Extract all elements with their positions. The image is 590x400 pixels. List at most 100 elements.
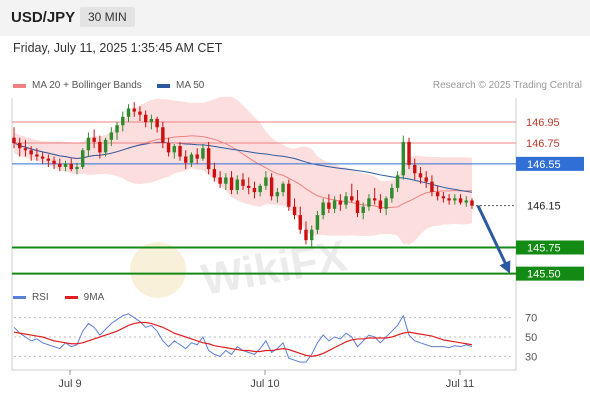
candle-body <box>235 179 239 190</box>
candle-body <box>453 198 457 201</box>
level-tag-support <box>516 266 584 281</box>
candle-body <box>161 127 165 143</box>
candle-body <box>287 183 291 207</box>
candle-body <box>413 164 417 174</box>
candle-body <box>23 148 28 151</box>
legend-rsi-swatch <box>13 296 26 299</box>
candle-body <box>109 132 114 140</box>
level-tag-pivot <box>516 156 584 171</box>
candle-body <box>189 154 194 163</box>
candle-body <box>58 163 62 167</box>
legend-ma20-label: MA 20 + Bollinger Bands <box>32 80 142 91</box>
research-credit: Research © 2025 Trading Central <box>432 80 582 91</box>
candle-body <box>166 142 171 153</box>
symbol-title: USD/JPY <box>11 9 76 26</box>
candle-body <box>132 108 136 112</box>
candle-body <box>361 206 365 213</box>
candle-body <box>18 142 22 149</box>
candle-body <box>292 206 297 216</box>
legend-ma20: MA 20 + Bollinger Bands <box>13 80 142 91</box>
x-axis-label: Jul 9 <box>58 378 81 390</box>
candle-body <box>332 200 337 209</box>
candle-body <box>384 198 388 209</box>
top-bar: USD/JPY 30 MIN <box>0 0 590 36</box>
candle-body <box>143 114 148 123</box>
level-tag-support <box>516 240 584 255</box>
candle-body <box>430 181 434 193</box>
watermark-text: WikiFX <box>198 231 351 305</box>
legend-ma9-swatch <box>64 296 78 299</box>
candle-body <box>258 185 262 193</box>
rsi-tick-label: 70 <box>525 313 537 325</box>
candle-body <box>86 137 91 151</box>
candle-body <box>218 177 222 184</box>
candle-body <box>372 198 377 201</box>
candle-body <box>281 183 285 193</box>
legend-ma9-label: 9MA <box>83 292 105 303</box>
candle-body <box>327 202 331 209</box>
candle-body <box>201 148 205 159</box>
candle-body <box>315 215 320 230</box>
level-label-pivot: 146.55 <box>527 159 561 171</box>
rsi-tick-label: 50 <box>525 332 537 344</box>
candle-body <box>138 111 142 115</box>
candle-body <box>458 198 463 203</box>
candle-body <box>464 200 468 203</box>
candle-body <box>241 179 245 186</box>
candle-body <box>172 146 177 153</box>
level-label-resistance: 146.75 <box>526 138 560 150</box>
candle-body <box>40 156 45 159</box>
candle-body <box>206 148 211 170</box>
candle-body <box>355 200 360 213</box>
candle-body <box>92 137 96 142</box>
candle-body <box>418 173 423 178</box>
candle-body <box>252 187 257 193</box>
candle-body <box>264 177 268 186</box>
candle-body <box>424 177 428 182</box>
candle-body <box>229 177 234 190</box>
last-price-label-bg <box>517 198 583 213</box>
candle-body <box>195 154 199 159</box>
candle-body <box>390 187 394 199</box>
legend-ma20-swatch <box>13 83 26 88</box>
x-axis-label: Jul 11 <box>446 378 475 390</box>
candle-body <box>52 160 56 164</box>
candle-body <box>121 116 125 126</box>
rsi-ma9-line <box>13 321 473 357</box>
legend-ma50-label: MA 50 <box>176 80 205 91</box>
candle-body <box>344 196 348 205</box>
candle-body <box>367 198 371 207</box>
rsi-line <box>13 313 473 363</box>
candle-body <box>149 118 154 123</box>
forecast-arrow-line <box>476 205 508 266</box>
candle-body <box>350 196 354 201</box>
legend-ma50-swatch <box>157 83 170 88</box>
rsi-tick-label: 30 <box>525 351 537 363</box>
candle-body <box>401 141 406 176</box>
x-axis-label: Jul 10 <box>250 378 279 390</box>
candle-body <box>126 108 131 117</box>
candle-body <box>304 229 308 241</box>
candle-body <box>470 200 474 206</box>
timeframe-button[interactable]: 30 MIN <box>80 7 135 27</box>
candle-body <box>407 141 411 165</box>
forecast-arrow-head <box>499 260 511 274</box>
candle-body <box>378 200 383 209</box>
candle-body <box>80 150 85 167</box>
candle-body <box>224 177 228 184</box>
candle-body <box>29 150 33 155</box>
candle-body <box>69 163 73 170</box>
candle-body <box>298 215 302 230</box>
level-label-support: 145.75 <box>527 243 561 255</box>
candle-body <box>75 167 79 170</box>
last-price-label: 146.15 <box>527 201 561 213</box>
candle-body <box>321 202 325 216</box>
candle-body <box>435 192 440 197</box>
candle-body <box>447 198 451 201</box>
candle-body <box>247 185 251 188</box>
wikifx-watermark: WikiFX <box>130 231 350 305</box>
candle-body <box>212 169 217 178</box>
candle-body <box>12 137 16 143</box>
legend-ma50: MA 50 <box>157 80 204 91</box>
